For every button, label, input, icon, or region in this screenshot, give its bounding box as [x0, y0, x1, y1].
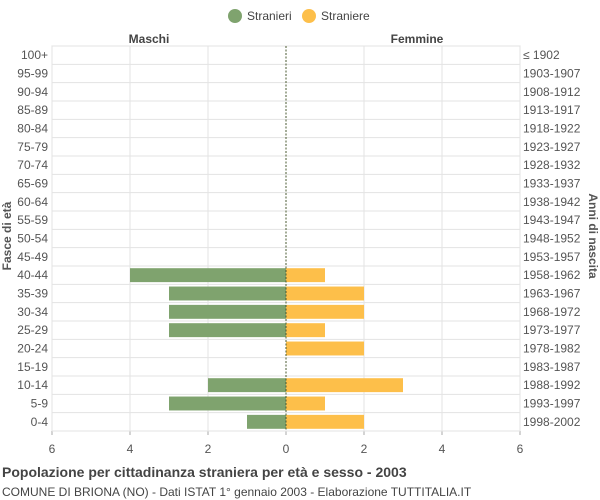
age-label: 65-69: [17, 177, 48, 191]
birth-year-label: 1973-1977: [523, 323, 581, 337]
birth-year-label: 1943-1947: [523, 213, 581, 227]
legend-swatch-stranieri: [228, 9, 242, 23]
birth-year-label: 1963-1967: [523, 287, 581, 301]
bar-male-40-44: [130, 268, 286, 283]
legend: Stranieri Straniere: [228, 9, 370, 23]
birth-year-label: 1988-1992: [523, 378, 581, 392]
legend-label-straniere: Straniere: [321, 9, 370, 23]
x-tick-label: 2: [205, 442, 212, 456]
birth-year-label: 1958-1962: [523, 268, 581, 282]
birth-year-label: 1953-1957: [523, 250, 581, 264]
age-label: 80-84: [17, 122, 48, 136]
age-label: 70-74: [17, 158, 48, 172]
x-tick-label: 4: [127, 442, 134, 456]
birth-year-label: 1918-1922: [523, 122, 581, 136]
y-axis-title-right: Anni di nascita: [586, 193, 600, 279]
age-label: 60-64: [17, 195, 48, 209]
x-tick-label: 0: [283, 442, 290, 456]
bar-female-0-4: [286, 414, 364, 429]
y-axis-title-left: Fasce di età: [0, 201, 14, 270]
side-label-males: Maschi: [129, 32, 170, 46]
age-label: 75-79: [17, 140, 48, 154]
bar-female-10-14: [286, 378, 403, 393]
birth-year-label: 1903-1907: [523, 67, 581, 81]
birth-year-label: 1923-1927: [523, 140, 581, 154]
birth-year-label: 1993-1997: [523, 397, 581, 411]
age-label: 15-19: [17, 360, 48, 374]
age-label: 55-59: [17, 213, 48, 227]
age-label: 50-54: [17, 232, 48, 246]
bar-female-35-39: [286, 286, 364, 301]
bar-male-10-14: [208, 378, 286, 393]
bar-male-25-29: [169, 323, 286, 338]
birth-year-label: 1913-1917: [523, 103, 581, 117]
bar-male-0-4: [247, 414, 286, 429]
bars: [130, 268, 403, 429]
bar-female-20-24: [286, 341, 364, 356]
bar-male-5-9: [169, 396, 286, 411]
x-tick-label: 6: [517, 442, 524, 456]
birth-year-label: 1908-1912: [523, 85, 581, 99]
legend-swatch-straniere: [302, 9, 316, 23]
age-label: 25-29: [17, 323, 48, 337]
birth-year-label: 1938-1942: [523, 195, 581, 209]
age-labels: 100+ 95-99 90-94 85-89 80-84 75-79 70-74 65-69 6…: [17, 48, 48, 429]
birth-year-label: 1933-1937: [523, 177, 581, 191]
birth-year-label: 1928-1932: [523, 158, 581, 172]
bar-female-30-34: [286, 304, 364, 319]
chart-subtitle: COMUNE DI BRIONA (NO) - Dati ISTAT 1° ge…: [2, 485, 472, 499]
age-label: 35-39: [17, 287, 48, 301]
legend-label-stranieri: Stranieri: [247, 9, 292, 23]
birth-year-label: 1978-1982: [523, 342, 581, 356]
birth-year-label: 1998-2002: [523, 415, 581, 429]
side-label-females: Femmine: [391, 32, 444, 46]
age-label: 90-94: [17, 85, 48, 99]
birth-year-label: 1983-1987: [523, 360, 581, 374]
age-label: 85-89: [17, 103, 48, 117]
bar-female-40-44: [286, 268, 325, 283]
age-label: 40-44: [17, 268, 48, 282]
bar-female-25-29: [286, 323, 325, 338]
chart-title: Popolazione per cittadinanza straniera p…: [2, 464, 407, 480]
x-tick-label: 4: [439, 442, 446, 456]
age-label: 95-99: [17, 67, 48, 81]
bar-male-30-34: [169, 304, 286, 319]
birth-year-label: 1968-1972: [523, 305, 581, 319]
age-label: 45-49: [17, 250, 48, 264]
age-label: 10-14: [17, 378, 48, 392]
x-tick-label: 2: [361, 442, 368, 456]
age-label: 5-9: [31, 397, 49, 411]
bar-male-35-39: [169, 286, 286, 301]
birth-year-label: 1948-1952: [523, 232, 581, 246]
bar-female-5-9: [286, 396, 325, 411]
x-tick-label: 6: [49, 442, 56, 456]
age-label: 20-24: [17, 342, 48, 356]
birth-year-labels: ≤ 1902 1903-1907 1908-1912 1913-1917 1918-19…: [523, 48, 581, 429]
birth-year-label: ≤ 1902: [523, 48, 560, 62]
x-tick-labels: 6 4 2 0 2 4 6: [49, 442, 524, 456]
age-label: 0-4: [31, 415, 49, 429]
age-label: 30-34: [17, 305, 48, 319]
age-label: 100+: [21, 48, 48, 62]
